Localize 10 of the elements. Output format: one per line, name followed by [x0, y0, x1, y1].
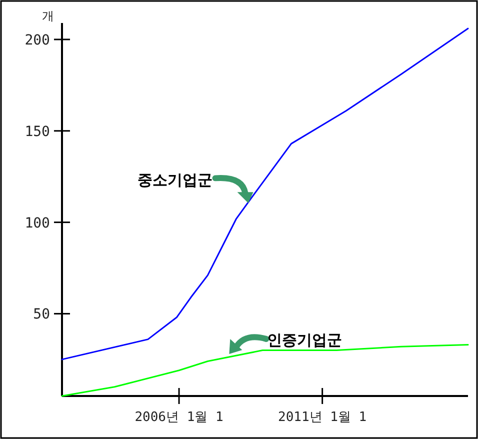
annotation: 중소기업군 — [137, 171, 212, 190]
y-tick-label: 50 — [33, 306, 50, 323]
y-tick-label: 150 — [24, 124, 50, 140]
y-tick-label: 200 — [24, 32, 50, 48]
x-tick-label: 2006년 1월 1 — [134, 410, 224, 425]
annotation: 인증기업군 — [267, 330, 342, 349]
y-tick-label: 100 — [24, 215, 50, 232]
y-axis-title: 개 — [42, 9, 54, 23]
x-tick-label: 2011년 1월 1 — [278, 410, 367, 425]
line-series — [61, 28, 469, 360]
